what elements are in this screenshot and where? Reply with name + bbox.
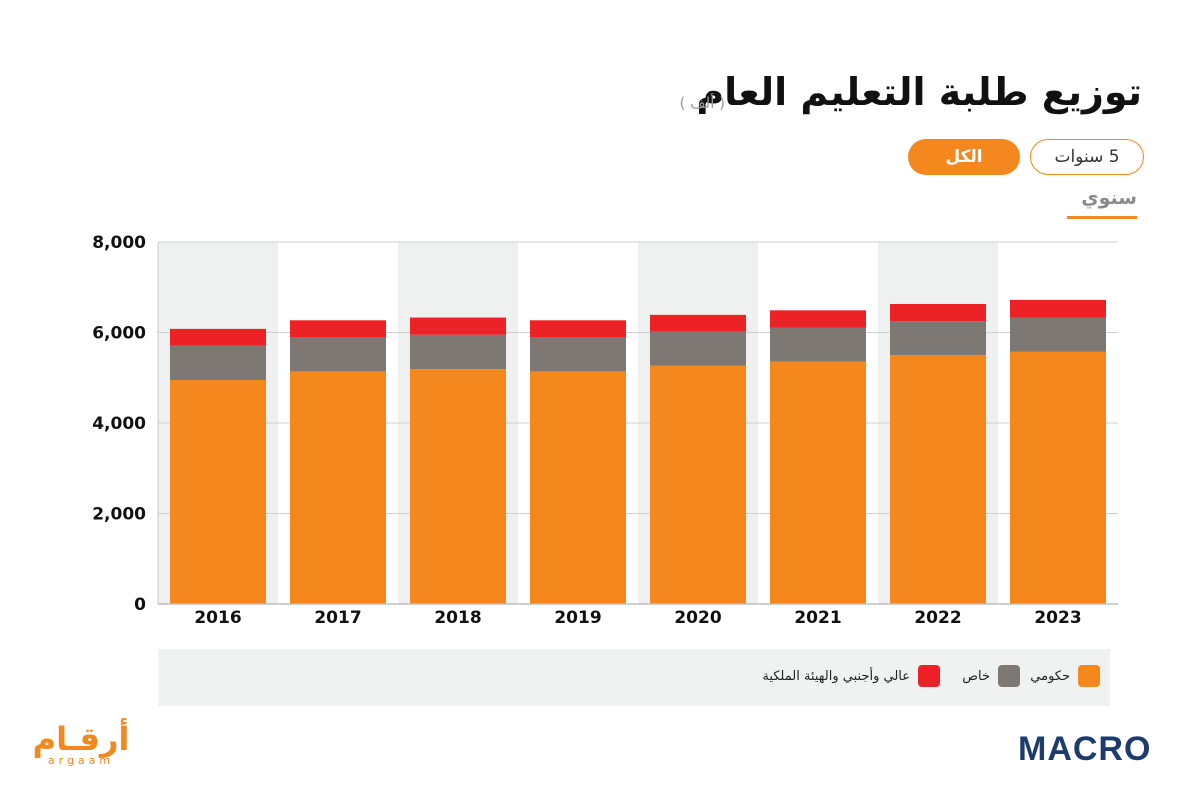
bar-2023-series-1 [1010, 317, 1106, 352]
bar-2017-series-2 [290, 320, 386, 338]
bar-2018-series-0 [410, 369, 506, 604]
period-tab-underline [1067, 216, 1137, 219]
bar-2022-series-0 [890, 355, 986, 604]
x-tick-label-2019: 2019 [554, 608, 601, 628]
bar-2023-series-0 [1010, 351, 1106, 604]
period-tab-annual[interactable]: سنوي [1081, 187, 1137, 209]
bar-2019-series-0 [530, 371, 626, 604]
macro-logo: MACRO [1018, 730, 1152, 768]
legend-swatch-government [1078, 665, 1100, 687]
arqaam-logo: أرقـام argaam [26, 722, 136, 772]
y-tick-label: 0 [134, 595, 146, 615]
legend-item-private[interactable]: خاص [962, 665, 1020, 687]
bar-2021-series-1 [770, 327, 866, 362]
x-tick-label-2023: 2023 [1034, 608, 1081, 628]
y-tick-label: 4,000 [92, 414, 146, 434]
bar-2023-series-2 [1010, 299, 1106, 318]
x-tick-label-2020: 2020 [674, 608, 721, 628]
bar-2018-series-1 [410, 334, 506, 370]
bar-2016-series-0 [170, 380, 266, 604]
legend: حكومي خاص عالي وأجنبي والهيئة الملكية [158, 649, 1110, 706]
legend-label-higher-foreign-royal: عالي وأجنبي والهيئة الملكية [762, 668, 910, 684]
bar-2018-series-2 [410, 317, 506, 335]
filter-all-button[interactable]: الكل [908, 139, 1020, 175]
y-tick-label: 2,000 [92, 505, 146, 525]
legend-item-higher-foreign-royal[interactable]: عالي وأجنبي والهيئة الملكية [762, 665, 940, 687]
x-tick-label-2018: 2018 [434, 608, 481, 628]
bar-2017-series-1 [290, 337, 386, 372]
unit-label: ( ألف ) [679, 94, 725, 112]
bar-2019-series-2 [530, 320, 626, 338]
bar-2020-series-1 [650, 331, 746, 366]
bar-2020-series-0 [650, 365, 746, 604]
bar-2022-series-1 [890, 321, 986, 356]
bar-2016-series-1 [170, 345, 266, 381]
legend-label-private: خاص [962, 668, 990, 684]
bar-2016-series-2 [170, 328, 266, 346]
x-tick-label-2021: 2021 [794, 608, 841, 628]
bar-2020-series-2 [650, 314, 746, 332]
bar-2021-series-0 [770, 361, 866, 604]
x-tick-label-2022: 2022 [914, 608, 961, 628]
legend-swatch-private [998, 665, 1020, 687]
arqaam-logo-latin: argaam [47, 754, 115, 767]
y-tick-label: 8,000 [92, 233, 146, 253]
filter-5-years-button[interactable]: 5 سنوات [1030, 139, 1144, 175]
legend-item-government[interactable]: حكومي [1030, 665, 1100, 687]
arqaam-logo-arabic: أرقـام [32, 720, 130, 758]
bar-2021-series-2 [770, 310, 866, 328]
bar-2022-series-2 [890, 303, 986, 322]
legend-swatch-higher-foreign-royal [918, 665, 940, 687]
bar-2017-series-0 [290, 371, 386, 604]
chart-title: توزيع طلبة التعليم العام [696, 70, 1142, 114]
y-tick-label: 6,000 [92, 324, 146, 344]
x-tick-label-2016: 2016 [194, 608, 241, 628]
stacked-bar-chart: 0 2,000 4,000 6,000 8,000 2016 2017 2018 2019 202… [92, 233, 1118, 628]
legend-label-government: حكومي [1030, 668, 1070, 684]
x-tick-label-2017: 2017 [314, 608, 361, 628]
bar-2019-series-1 [530, 337, 626, 372]
